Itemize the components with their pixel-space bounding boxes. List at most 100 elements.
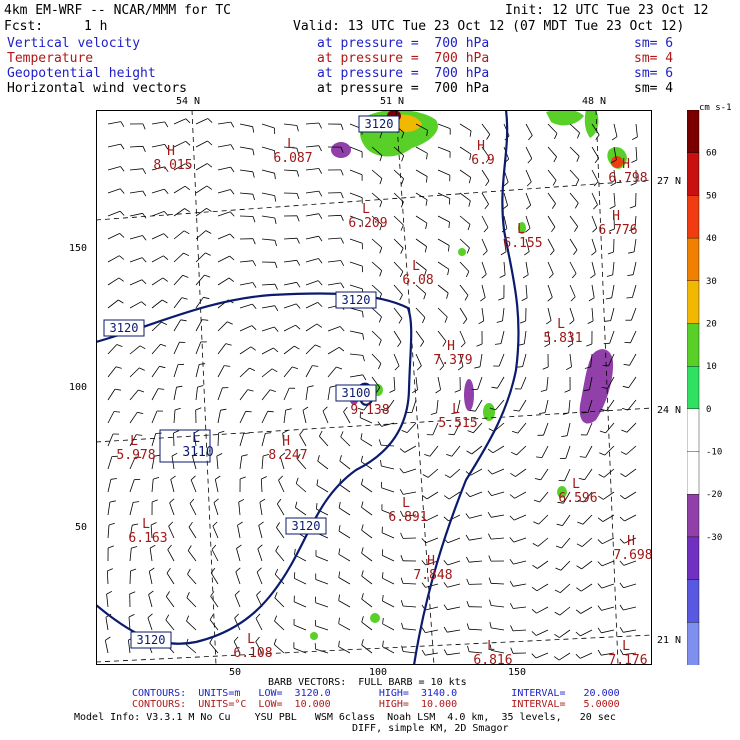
wind-barb bbox=[554, 583, 571, 594]
wind-barb bbox=[459, 261, 470, 278]
wind-barb bbox=[210, 591, 219, 608]
wind-barb bbox=[338, 594, 351, 608]
wind-barb bbox=[591, 169, 599, 187]
wind-barbs bbox=[104, 118, 638, 661]
wind-barb bbox=[293, 618, 307, 631]
wind-barb bbox=[107, 233, 125, 240]
wind-barb bbox=[322, 406, 329, 424]
wind-barb bbox=[601, 376, 615, 389]
temperature-label: H7.379 bbox=[433, 339, 472, 368]
wind-barb bbox=[619, 537, 637, 544]
wind-barb bbox=[525, 215, 531, 233]
wind-barb bbox=[217, 233, 235, 240]
wind-barb bbox=[481, 215, 489, 233]
wind-barb bbox=[360, 433, 373, 447]
wind-barb bbox=[239, 476, 246, 493]
wind-barb bbox=[371, 215, 383, 231]
wind-barb bbox=[623, 353, 637, 366]
wind-barb bbox=[327, 346, 345, 355]
wind-barb bbox=[569, 146, 580, 162]
wind-barb bbox=[510, 647, 527, 654]
wind-barb bbox=[361, 501, 373, 516]
wind-barb bbox=[619, 649, 637, 656]
wind-barb bbox=[305, 235, 323, 242]
wind-barb bbox=[466, 445, 483, 455]
wind-barb bbox=[393, 353, 400, 371]
wind-barb bbox=[171, 452, 178, 470]
wind-barb bbox=[510, 625, 527, 632]
wind-barb bbox=[239, 367, 256, 378]
wind-barb bbox=[233, 636, 241, 654]
wind-barb bbox=[576, 583, 593, 592]
wind-barb bbox=[261, 146, 276, 157]
wind-barb bbox=[393, 307, 403, 324]
wind-barb bbox=[610, 169, 617, 187]
wind-barb bbox=[239, 432, 250, 447]
wind-barb bbox=[443, 582, 461, 588]
colorbar-cell bbox=[687, 323, 700, 367]
wind-barb bbox=[502, 192, 508, 210]
wind-barb bbox=[605, 284, 615, 300]
wind-barb bbox=[597, 560, 615, 567]
wind-barb bbox=[519, 307, 527, 324]
wind-barb bbox=[609, 192, 616, 209]
wind-barb bbox=[393, 192, 404, 208]
wind-barb bbox=[129, 591, 136, 608]
wind-barb bbox=[603, 330, 615, 344]
wind-barb bbox=[381, 481, 395, 493]
wind-barb bbox=[509, 603, 527, 609]
wind-barb bbox=[371, 353, 382, 370]
colorbar-cell bbox=[687, 451, 700, 495]
wind-barb bbox=[107, 255, 125, 263]
wind-barb bbox=[437, 238, 450, 252]
svg-text:3100: 3100 bbox=[342, 386, 371, 400]
wind-barb bbox=[314, 643, 329, 654]
field-smoothing-temperature: sm= 4 bbox=[634, 51, 674, 66]
wind-barb bbox=[516, 353, 527, 368]
wind-barb bbox=[213, 498, 219, 516]
wind-barb bbox=[237, 521, 243, 539]
wind-barb bbox=[297, 453, 307, 470]
downdraft-area bbox=[331, 142, 351, 158]
wind-barb bbox=[393, 169, 404, 185]
pressure-center-value: 5.978 bbox=[116, 448, 155, 463]
wind-barb bbox=[314, 619, 329, 631]
colorbar-cell bbox=[687, 366, 700, 410]
wind-barb bbox=[349, 238, 363, 250]
wind-barb bbox=[283, 324, 301, 332]
wind-barb bbox=[283, 237, 300, 244]
wind-barb bbox=[562, 399, 571, 415]
wind-barb bbox=[476, 330, 483, 347]
wind-barb bbox=[448, 422, 461, 436]
wind-barb bbox=[415, 330, 425, 347]
wind-barb bbox=[488, 555, 505, 562]
wind-barb bbox=[547, 192, 556, 209]
wind-barb bbox=[349, 330, 365, 340]
wind-barb bbox=[129, 523, 139, 539]
wind-barb bbox=[261, 305, 279, 312]
wind-barb bbox=[261, 347, 279, 355]
temperature-label: L6.816 bbox=[473, 639, 512, 665]
wind-barb bbox=[380, 399, 395, 411]
wind-barb bbox=[591, 146, 600, 164]
wind-barb bbox=[451, 399, 461, 414]
wind-barb bbox=[151, 233, 169, 240]
wind-barb bbox=[129, 279, 147, 286]
wind-barb bbox=[305, 385, 314, 401]
wind-barb bbox=[509, 558, 527, 565]
pressure-center-letter: L bbox=[402, 496, 410, 511]
wind-barb bbox=[261, 215, 277, 224]
wind-barb bbox=[239, 325, 257, 332]
wind-barb bbox=[239, 389, 254, 401]
wind-barb bbox=[619, 582, 637, 589]
wind-barb bbox=[393, 146, 405, 162]
wind-barb bbox=[305, 302, 323, 309]
wind-barb bbox=[459, 284, 469, 301]
wind-barb bbox=[443, 491, 461, 500]
wind-barb bbox=[597, 627, 615, 634]
wind-barb bbox=[216, 453, 223, 470]
wind-barb bbox=[261, 283, 278, 290]
wind-barb bbox=[239, 215, 256, 223]
wind-barb bbox=[599, 445, 615, 456]
wind-barb bbox=[217, 430, 225, 447]
